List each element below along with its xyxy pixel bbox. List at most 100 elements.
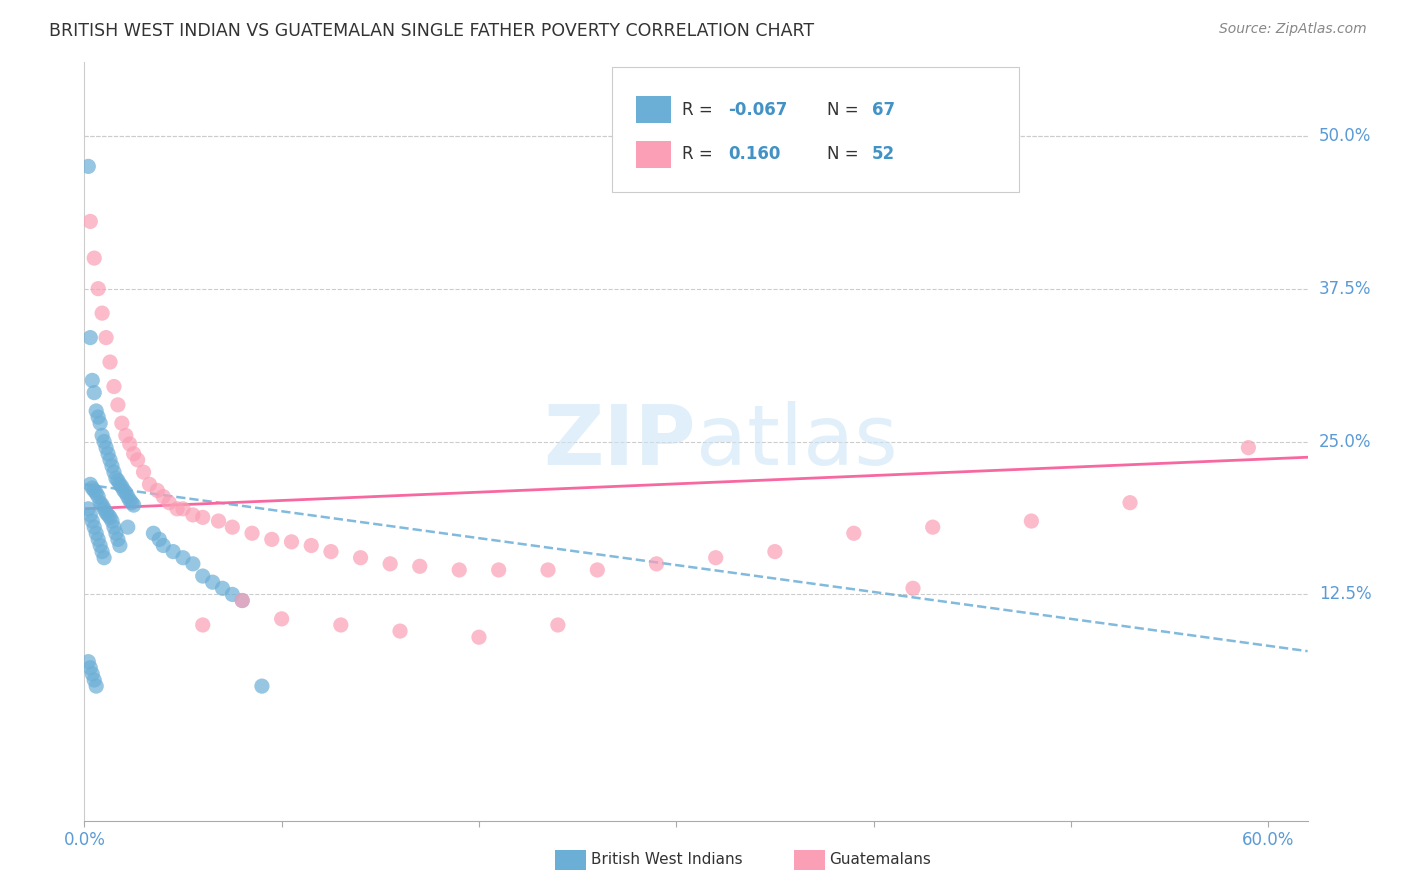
Point [83,483,105,498]
Point [94,441,117,455]
Point [91,498,114,512]
Point [91,428,114,442]
Point [547,618,569,632]
Point [468,630,491,644]
Point [77,655,100,669]
Point [91,544,114,558]
Point [108,539,131,553]
Point [121,496,143,510]
Point [231,593,253,607]
Point [79,508,101,522]
Point [98,355,121,369]
Text: Guatemalans: Guatemalans [830,853,931,867]
Point [84,679,107,693]
Point [380,557,402,571]
Point [83,673,105,687]
Point [93,434,115,449]
Point [1237,441,1260,455]
Point [111,416,134,430]
Point [207,514,229,528]
Point [87,282,110,296]
Point [89,539,111,553]
Point [97,508,120,522]
Point [87,490,110,504]
Text: 12.5%: 12.5% [1319,585,1371,603]
Point [122,447,145,461]
Point [107,398,129,412]
Point [409,559,432,574]
Point [586,563,609,577]
Point [704,550,727,565]
Point [201,575,224,590]
Point [79,330,101,344]
Point [83,520,105,534]
Point [270,612,292,626]
Point [211,582,233,596]
Point [79,214,101,228]
Point [77,501,100,516]
Point [122,498,145,512]
Point [118,493,141,508]
Point [166,501,188,516]
Point [117,520,139,534]
Point [921,520,943,534]
Point [112,483,135,498]
Text: 52: 52 [872,145,894,163]
Point [79,477,101,491]
Point [94,506,117,520]
Point [260,533,283,547]
Point [142,526,165,541]
Point [83,385,105,400]
Point [98,453,121,467]
Point [172,550,194,565]
Point [89,416,111,430]
Text: 50.0%: 50.0% [1319,127,1371,145]
Text: atlas: atlas [696,401,897,482]
Point [157,496,180,510]
Text: N =: N = [827,101,863,119]
Point [103,520,125,534]
Text: 25.0%: 25.0% [1319,433,1371,450]
Point [104,471,127,485]
Point [280,534,302,549]
Point [132,465,155,479]
Point [103,379,125,393]
Point [103,465,125,479]
Text: N =: N = [827,145,863,163]
Point [94,330,117,344]
Text: R =: R = [682,101,718,119]
Point [152,539,174,553]
Point [111,480,134,494]
Point [191,569,214,583]
Point [138,477,160,491]
Point [84,486,107,500]
Point [250,679,273,693]
Point [240,526,263,541]
Point [83,251,105,265]
Point [537,563,560,577]
Point [117,490,139,504]
Point [93,501,115,516]
Point [89,496,111,510]
Point [842,526,865,541]
Point [101,458,124,473]
Point [91,306,114,320]
Point [107,474,129,488]
Point [148,533,170,547]
Point [108,477,131,491]
Point [901,582,924,596]
Point [93,550,115,565]
Point [87,410,110,425]
Point [221,520,243,534]
Point [97,447,120,461]
Point [114,486,136,500]
Text: ZIP: ZIP [544,401,696,482]
Point [1119,496,1142,510]
Point [104,526,127,541]
Text: British West Indians: British West Indians [591,853,742,867]
Point [127,453,149,467]
Point [172,501,194,516]
Point [118,437,141,451]
Point [449,563,471,577]
Point [763,544,786,558]
